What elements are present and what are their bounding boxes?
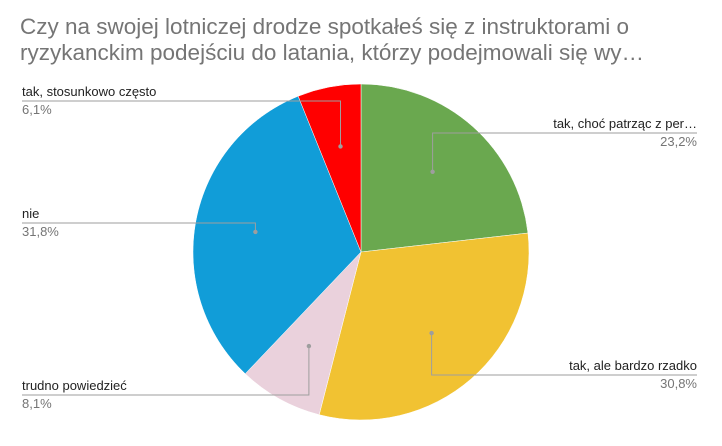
chart-title-line-2: ryzykanckim podejściu do latania, którzy… — [20, 40, 645, 65]
leader-line — [431, 333, 697, 376]
slice-percent-label: 8,1% — [22, 396, 52, 411]
slice-label: tak, ale bardzo rzadko — [569, 358, 697, 373]
pie-slice-tak-stosunkowo-czesto — [297, 83, 362, 253]
leader-line — [432, 132, 697, 172]
slice-label: tak, stosunkowo często — [22, 84, 156, 99]
leader-dot — [429, 330, 434, 336]
slice-label: nie — [22, 206, 39, 221]
pie-slice-tak-ale-bardzo-rzadko — [318, 232, 530, 421]
leader-dot — [306, 343, 312, 349]
leader-line — [22, 346, 310, 396]
slice-percent-label: 6,1% — [22, 102, 52, 117]
slice-label: trudno powiedzieć — [22, 378, 127, 393]
leader-line — [22, 100, 341, 147]
pie-slice-tak-choc-patrzac-z-per — [360, 83, 529, 253]
slice-percent-label: 30,8% — [660, 376, 697, 391]
slice-label: tak, choć patrząc z per… — [553, 116, 697, 131]
slice-percent-label: 23,2% — [660, 134, 697, 149]
leader-line — [22, 222, 256, 232]
chart-title-line-1: Czy na swojej lotniczej drodze spotkałeś… — [20, 14, 630, 39]
chart-title: Czy na swojej lotniczej drodze spotkałeś… — [20, 14, 710, 66]
pie-slice-nie — [192, 95, 362, 375]
slice-percent-label: 31,8% — [22, 224, 59, 239]
